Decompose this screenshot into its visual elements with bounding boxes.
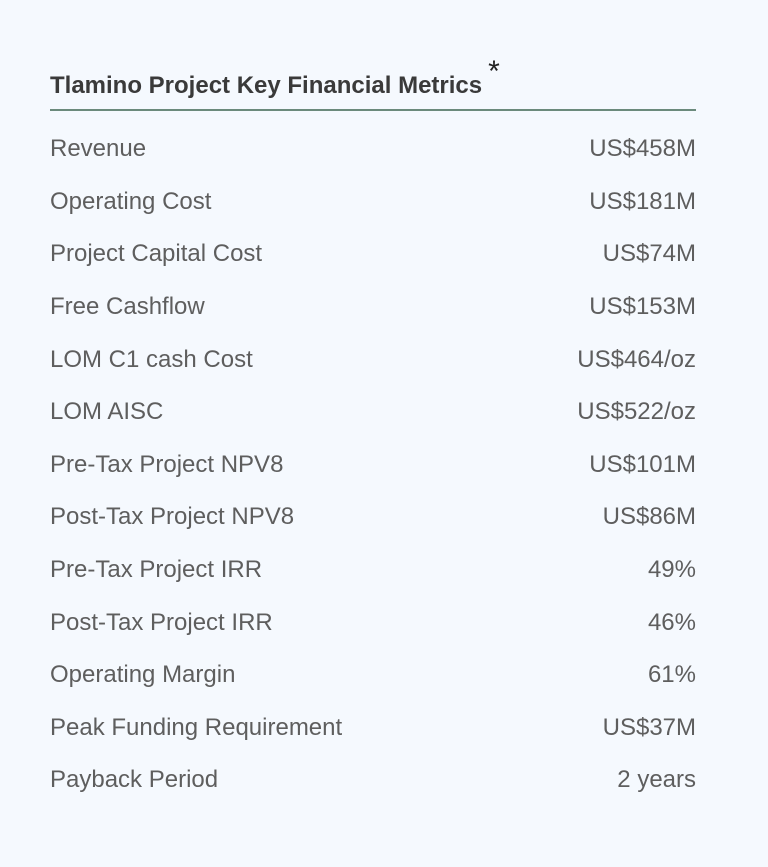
table-title-text: Tlamino Project Key Financial Metrics — [50, 72, 483, 99]
metric-value: 2 years — [617, 766, 696, 794]
metric-label: Project Capital Cost — [50, 240, 263, 268]
metric-label: Free Cashflow — [50, 293, 205, 321]
table-row: Free Cashflow US$153M — [50, 281, 696, 334]
metric-value: US$181M — [589, 187, 696, 215]
metric-value: US$464/oz — [577, 345, 696, 373]
table-row: Payback Period 2 years — [50, 754, 696, 807]
metric-label: Payback Period — [50, 766, 219, 794]
metric-label: Post-Tax Project NPV8 — [50, 503, 295, 531]
metric-value: US$522/oz — [577, 398, 696, 426]
metric-value: US$153M — [589, 293, 696, 321]
metric-value: US$86M — [602, 503, 696, 531]
metric-value: US$458M — [589, 135, 696, 163]
table-row: LOM C1 cash Cost US$464/oz — [50, 333, 696, 386]
metric-value: US$37M — [602, 713, 696, 741]
table-row: Pre-Tax Project NPV8 US$101M — [50, 439, 696, 492]
metric-value: 61% — [647, 661, 696, 689]
metric-value: US$74M — [602, 240, 696, 268]
table-row: Post-Tax Project IRR 46% — [50, 596, 696, 649]
metric-label: Post-Tax Project IRR — [50, 608, 273, 636]
metrics-list: Revenue US$458M Operating Cost US$181M Proje… — [50, 123, 696, 807]
title-footnote-mark: * — [488, 55, 500, 88]
table-row: Peak Funding Requirement US$37M — [50, 702, 696, 755]
table-row: Pre-Tax Project IRR 49% — [50, 544, 696, 597]
metric-label: Revenue — [50, 135, 147, 163]
table-row: Project Capital Cost US$74M — [50, 228, 696, 281]
metric-value: US$101M — [589, 450, 696, 478]
header-divider — [50, 109, 696, 111]
metric-label: Pre-Tax Project NPV8 — [50, 450, 284, 478]
metric-label: Pre-Tax Project IRR — [50, 556, 263, 584]
metric-label: Operating Margin — [50, 661, 236, 689]
metric-label: Operating Cost — [50, 187, 212, 215]
metric-label: LOM C1 cash Cost — [50, 345, 253, 373]
metric-label: Peak Funding Requirement — [50, 713, 343, 741]
table-row: Revenue US$458M — [50, 123, 696, 176]
table-row: LOM AISC US$522/oz — [50, 386, 696, 439]
metric-value: 46% — [647, 608, 696, 636]
table-title: Tlamino Project Key Financial Metrics * — [50, 55, 500, 101]
metric-value: 49% — [647, 556, 696, 584]
financial-metrics-table: Tlamino Project Key Financial Metrics * R… — [50, 55, 696, 807]
table-header: Tlamino Project Key Financial Metrics * — [50, 55, 696, 109]
table-row: Operating Cost US$181M — [50, 176, 696, 229]
table-row: Operating Margin 61% — [50, 649, 696, 702]
table-row: Post-Tax Project NPV8 US$86M — [50, 491, 696, 544]
metric-label: LOM AISC — [50, 398, 164, 426]
